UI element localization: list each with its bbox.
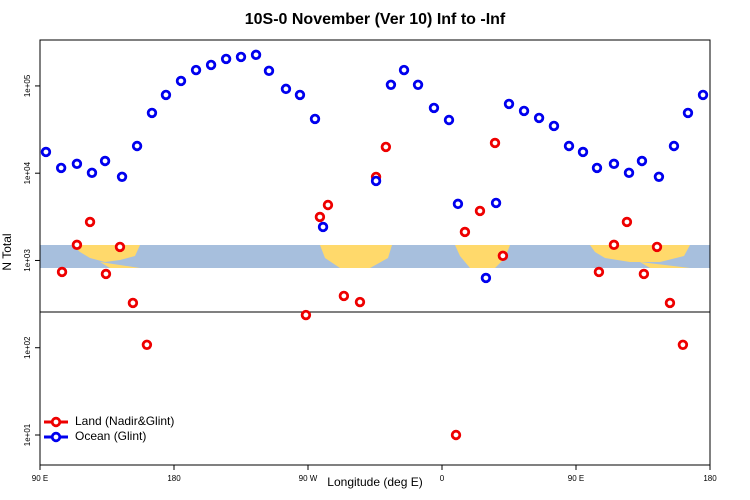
point [370,175,382,187]
point [71,239,83,251]
point [127,297,139,309]
point [682,107,694,119]
point [385,79,397,91]
point [56,266,68,278]
y-tick-label: 1e+05 [23,74,32,97]
point [497,250,509,262]
point [489,137,501,149]
point [621,216,633,228]
point [116,171,128,182]
point [322,199,334,211]
point [668,140,680,152]
point [220,53,232,65]
point [263,65,275,77]
x-tick-label: 90 W [299,474,318,483]
point [300,309,312,321]
point [651,241,663,253]
point [474,205,486,217]
point [55,162,67,174]
point [503,98,515,110]
point [608,239,620,251]
point [131,140,143,152]
point [548,120,560,132]
point [518,105,530,117]
point [309,113,321,125]
y-axis-label: N Total [0,233,14,270]
legend-label: Ocean (Glint) [75,429,146,443]
point [636,155,648,167]
point [459,226,471,238]
point [623,167,635,179]
legend-marker [50,431,62,443]
point [608,158,620,170]
point [490,197,502,209]
point [398,64,410,76]
point [412,79,424,91]
point [591,162,603,174]
point [86,167,98,179]
plot-frame [39,39,711,466]
map-strip [40,245,710,268]
point [653,171,665,182]
point [638,268,650,280]
point [190,64,202,76]
point [677,339,689,351]
point [480,272,492,284]
point [450,429,462,441]
point [99,155,111,167]
point [317,221,329,233]
legend-marker [50,416,62,428]
point [563,140,575,152]
point [280,83,292,95]
y-tick-label: 1e+01 [23,423,32,446]
point [338,290,350,302]
point [664,297,676,309]
x-tick-label: 90 E [32,474,48,483]
x-tick-label: 90 E [568,474,584,483]
x-tick-label: 180 [703,474,717,483]
point [697,89,709,101]
point [533,112,545,124]
point [250,49,262,61]
point [294,89,306,101]
x-tick-label: 180 [167,474,181,483]
point [114,241,126,253]
point [141,339,153,351]
point [175,75,187,87]
point [40,146,52,158]
point [235,51,247,63]
point [71,158,83,170]
point [100,268,112,280]
point [428,102,440,114]
x-tick-label: 0 [440,474,445,483]
chart-title: 10S-0 November (Ver 10) Inf to -Inf [245,11,506,28]
point [205,59,217,71]
point [354,296,366,308]
point [146,107,158,119]
y-tick-label: 1e+02 [23,336,32,359]
point [314,211,326,223]
point [84,216,96,228]
y-tick-label: 1e+04 [23,161,32,184]
point [380,141,392,153]
legend-label: Land (Nadir&Glint) [75,414,174,428]
point [577,146,589,158]
point [452,198,464,210]
point [160,89,172,101]
point [443,114,455,126]
x-axis-label: Longitude (deg E) [327,475,422,489]
point [593,266,605,278]
y-tick-label: 1e+03 [23,249,32,272]
